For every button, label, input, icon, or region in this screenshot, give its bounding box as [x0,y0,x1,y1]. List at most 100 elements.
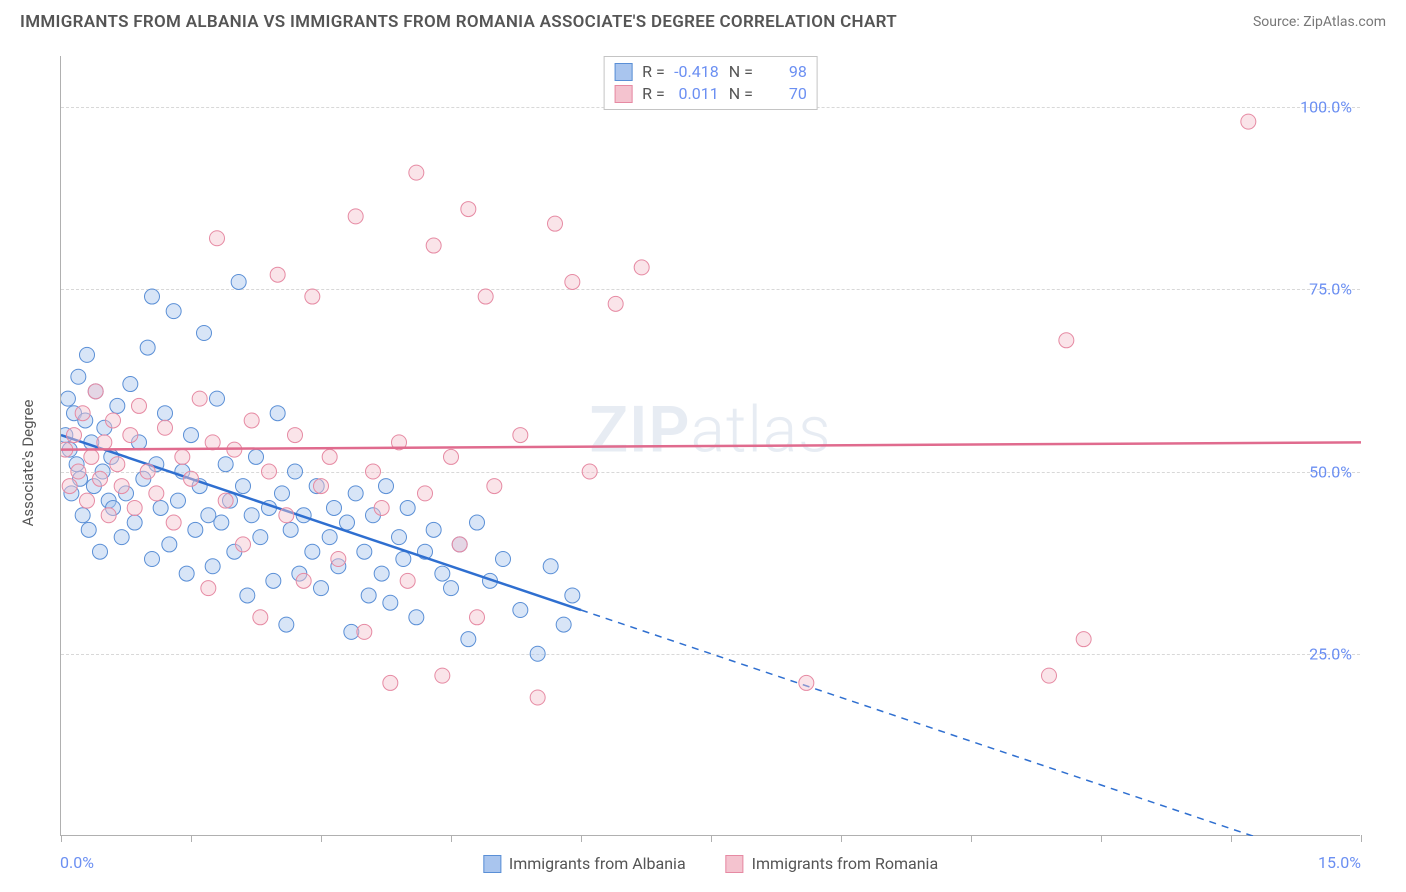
data-point[interactable] [140,340,155,355]
data-point[interactable] [283,522,298,537]
data-point[interactable] [314,479,329,494]
data-point[interactable] [461,202,476,217]
data-point[interactable] [101,508,116,523]
data-point[interactable] [266,573,281,588]
data-point[interactable] [1042,668,1057,683]
data-point[interactable] [236,479,251,494]
data-point[interactable] [218,457,233,472]
data-point[interactable] [253,530,268,545]
data-point[interactable] [114,530,129,545]
data-point[interactable] [296,508,311,523]
data-point[interactable] [145,289,160,304]
data-point[interactable] [305,289,320,304]
data-point[interactable] [171,493,186,508]
data-point[interactable] [110,457,125,472]
data-point[interactable] [418,486,433,501]
data-point[interactable] [444,449,459,464]
data-point[interactable] [374,566,389,581]
data-point[interactable] [71,369,86,384]
data-point[interactable] [396,551,411,566]
data-point[interactable] [123,377,138,392]
data-point[interactable] [288,464,303,479]
data-point[interactable] [379,479,394,494]
data-point[interactable] [110,398,125,413]
data-point[interactable] [799,675,814,690]
data-point[interactable] [288,428,303,443]
data-point[interactable] [227,442,242,457]
data-point[interactable] [244,413,259,428]
data-point[interactable] [383,595,398,610]
data-point[interactable] [1241,114,1256,129]
data-point[interactable] [210,391,225,406]
data-point[interactable] [296,573,311,588]
data-point[interactable] [1059,333,1074,348]
data-point[interactable] [210,231,225,246]
data-point[interactable] [184,428,199,443]
data-point[interactable] [262,464,277,479]
data-point[interactable] [192,391,207,406]
data-point[interactable] [244,508,259,523]
data-point[interactable] [67,428,82,443]
data-point[interactable] [340,515,355,530]
data-point[interactable] [201,508,216,523]
data-point[interactable] [75,508,90,523]
data-point[interactable] [357,544,372,559]
data-point[interactable] [158,420,173,435]
data-point[interactable] [275,486,290,501]
data-point[interactable] [61,442,73,457]
data-point[interactable] [106,413,121,428]
data-point[interactable] [322,449,337,464]
data-point[interactable] [201,581,216,596]
data-point[interactable] [513,603,528,618]
data-point[interactable] [322,530,337,545]
data-point[interactable] [400,573,415,588]
data-point[interactable] [314,581,329,596]
data-point[interactable] [634,260,649,275]
data-point[interactable] [348,486,363,501]
data-point[interactable] [409,165,424,180]
data-point[interactable] [530,690,545,705]
data-point[interactable] [80,347,95,362]
data-point[interactable] [409,610,424,625]
data-point[interactable] [253,610,268,625]
data-point[interactable] [513,428,528,443]
data-point[interactable] [149,486,164,501]
data-point[interactable] [158,406,173,421]
data-point[interactable] [530,646,545,661]
data-point[interactable] [205,435,220,450]
data-point[interactable] [81,522,96,537]
data-point[interactable] [400,500,415,515]
data-point[interactable] [426,238,441,253]
data-point[interactable] [565,588,580,603]
data-point[interactable] [205,559,220,574]
data-point[interactable] [452,537,467,552]
data-point[interactable] [392,530,407,545]
data-point[interactable] [97,435,112,450]
data-point[interactable] [496,551,511,566]
data-point[interactable] [435,668,450,683]
data-point[interactable] [132,398,147,413]
data-point[interactable] [231,274,246,289]
data-point[interactable] [145,551,160,566]
data-point[interactable] [62,479,77,494]
data-point[interactable] [461,632,476,647]
data-point[interactable] [361,588,376,603]
data-point[interactable] [366,464,381,479]
data-point[interactable] [166,515,181,530]
data-point[interactable] [348,209,363,224]
data-point[interactable] [565,274,580,289]
data-point[interactable] [392,435,407,450]
data-point[interactable] [418,544,433,559]
data-point[interactable] [487,479,502,494]
data-point[interactable] [478,289,493,304]
data-point[interactable] [383,675,398,690]
data-point[interactable] [179,566,194,581]
data-point[interactable] [327,500,342,515]
data-point[interactable] [71,464,86,479]
data-point[interactable] [543,559,558,574]
data-point[interactable] [175,449,190,464]
data-point[interactable] [279,508,294,523]
data-point[interactable] [483,573,498,588]
data-point[interactable] [582,464,597,479]
data-point[interactable] [1076,632,1091,647]
